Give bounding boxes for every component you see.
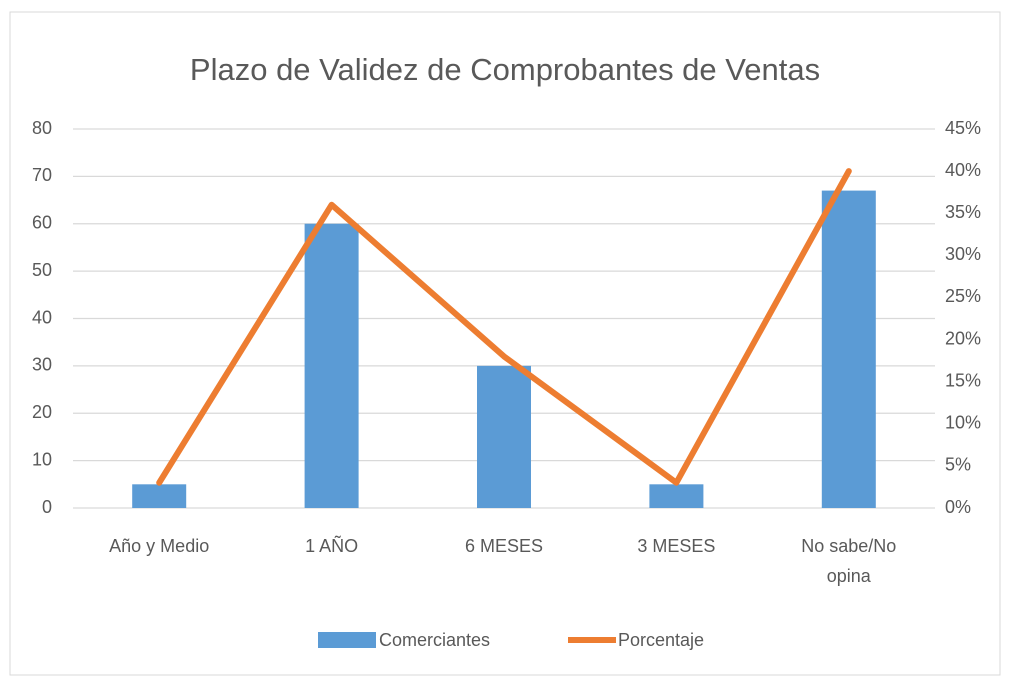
y-tick-label: 40 — [32, 307, 52, 327]
y-tick-label: 70 — [32, 165, 52, 185]
bar — [304, 223, 359, 508]
y2-tick-label: 30% — [945, 244, 981, 264]
y-tick-label: 20 — [32, 402, 52, 422]
y2-tick-label: 25% — [945, 286, 981, 306]
y2-tick-label: 5% — [945, 455, 971, 475]
x-tick-label: 6 MESES — [464, 536, 544, 556]
y2-tick-label: 40% — [945, 160, 981, 180]
y2-tick-label: 20% — [945, 328, 981, 348]
bar — [477, 365, 531, 508]
line — [156, 168, 852, 486]
y2-tick-label: 0% — [945, 497, 971, 517]
legend-swatch — [318, 632, 376, 648]
x-tick-label: Año y Medio — [109, 536, 210, 556]
y2-tick-label: 10% — [945, 413, 981, 433]
y-tick-label: 10 — [32, 449, 52, 469]
legend-label: Porcentaje — [618, 630, 704, 650]
x-tick-label: 1 AÑO — [305, 536, 359, 556]
x-tick-label: 3 MESES — [637, 536, 716, 556]
y-tick-label: 0 — [42, 497, 52, 517]
y2-tick-label: 45% — [945, 118, 981, 138]
chart-title: Plazo de Validez de Comprobantes de Vent… — [190, 52, 820, 87]
y2-tick-label: 35% — [945, 202, 981, 222]
y-tick-label: 60 — [32, 213, 52, 233]
y-tick-label: 30 — [32, 355, 52, 375]
y-tick-label: 80 — [32, 118, 52, 138]
bar — [821, 190, 876, 508]
y-tick-label: 50 — [32, 260, 52, 280]
y2-tick-label: 15% — [945, 370, 981, 390]
legend-label: Comerciantes — [379, 630, 490, 650]
bar — [132, 484, 187, 508]
x-tick-label: No sabe/No opina — [801, 536, 897, 586]
bar — [649, 484, 704, 508]
